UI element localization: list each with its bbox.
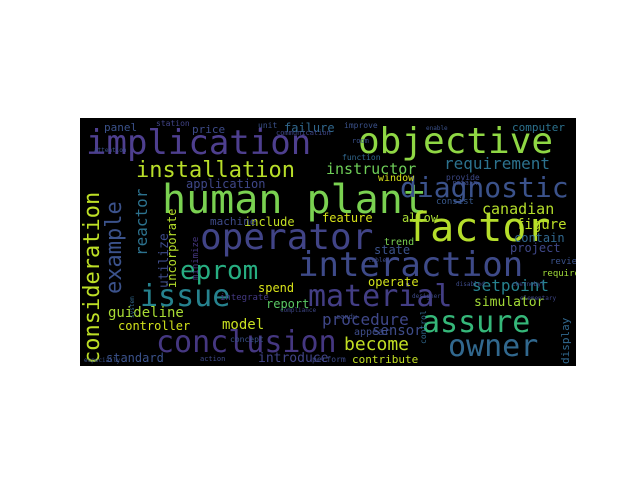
- word-price: price: [192, 123, 226, 136]
- word-allow: allow: [402, 211, 439, 225]
- word-feature: feature: [322, 211, 373, 225]
- word-action: action: [200, 355, 226, 363]
- word-consist: consist: [436, 197, 474, 207]
- word-application: application: [186, 177, 266, 191]
- word-consideration: consideration: [80, 191, 105, 364]
- word-objective: objective: [358, 121, 554, 162]
- word-project: project: [510, 241, 561, 255]
- word-chernobyl: chernobyl: [512, 281, 545, 288]
- word-machine: machine: [210, 215, 257, 228]
- word-standard: standard: [106, 351, 164, 365]
- word-cloud: implication objective human plant instal…: [80, 118, 576, 366]
- word-operator: operator: [200, 217, 374, 258]
- word-assure: assure: [422, 305, 531, 340]
- word-conclusion: conclusion: [156, 325, 337, 360]
- word-reactor: reactor: [132, 188, 151, 256]
- word-display: display: [559, 317, 572, 364]
- word-introduce: introduce: [258, 351, 329, 366]
- word-issue: issue: [140, 279, 231, 314]
- word-eprom: eprom: [180, 256, 259, 286]
- word-integrate: integrate: [220, 293, 269, 303]
- word-factor: factor: [406, 205, 551, 251]
- word-model: model: [222, 317, 265, 333]
- word-material: material: [308, 279, 453, 314]
- word-installation: installation: [136, 158, 295, 183]
- word-operate: operate: [368, 275, 419, 289]
- word-implication: implication: [86, 123, 312, 163]
- word-state: state: [374, 243, 411, 257]
- word-utilize: utilize: [157, 233, 172, 288]
- word-minimize: minimize: [191, 236, 201, 280]
- word-enable: enable: [426, 125, 448, 132]
- word-simulator: simulator: [474, 295, 545, 310]
- word-sensor: sensor: [372, 323, 423, 339]
- word-guideline: guideline: [108, 305, 184, 321]
- word-instructor: instructor: [326, 160, 417, 178]
- word-owner: owner: [448, 329, 539, 364]
- word-window: window: [378, 173, 415, 184]
- word-human-plant: human plant: [162, 177, 427, 223]
- word-retain: retain: [452, 179, 478, 187]
- word-station: station: [156, 119, 190, 128]
- word-procedure: procedure: [322, 310, 409, 329]
- word-control: control: [419, 310, 428, 344]
- word-review: review: [550, 257, 576, 267]
- word-designer: designer: [412, 293, 441, 300]
- word-system: system: [129, 296, 136, 318]
- word-contain: contain: [514, 231, 565, 245]
- word-figure: figure: [516, 217, 567, 233]
- word-interaction: interaction: [298, 245, 524, 285]
- word-especially: especially: [84, 357, 121, 364]
- word-perform: perform: [312, 355, 346, 364]
- word-computer: computer: [512, 121, 565, 134]
- word-concept: concept: [230, 335, 264, 344]
- word-function: function: [342, 153, 381, 162]
- word-example: example: [102, 201, 127, 294]
- word-room: room: [352, 137, 369, 145]
- word-include: include: [244, 215, 295, 229]
- word-require: require: [542, 269, 576, 279]
- word-unit: unit: [258, 121, 278, 130]
- word-panel: panel: [104, 121, 138, 134]
- word-contribute: contribute: [352, 353, 419, 366]
- word-table: table: [368, 257, 387, 264]
- word-controller: controller: [118, 319, 191, 333]
- word-elementary: elementary: [520, 295, 557, 302]
- word-compliance: compliance: [280, 307, 317, 314]
- word-communication: communication: [276, 129, 331, 137]
- word-improve: improve: [344, 121, 378, 130]
- word-candu: candu: [336, 313, 358, 321]
- word-disabled: disabled: [456, 281, 485, 288]
- word-trend: trend: [384, 237, 415, 248]
- word-canadian: canadian: [482, 200, 555, 218]
- word-spend: spend: [258, 281, 295, 295]
- word-report: report: [266, 297, 310, 311]
- word-attention: attention: [94, 147, 127, 154]
- word-provide: provide: [446, 173, 480, 182]
- word-appear: appear: [354, 327, 391, 338]
- word-become: become: [344, 334, 410, 355]
- word-diagnostic: diagnostic: [400, 171, 569, 204]
- word-setpoint: setpoint: [472, 276, 550, 295]
- word-requirement: requirement: [444, 154, 550, 173]
- word-failure: failure: [284, 121, 335, 135]
